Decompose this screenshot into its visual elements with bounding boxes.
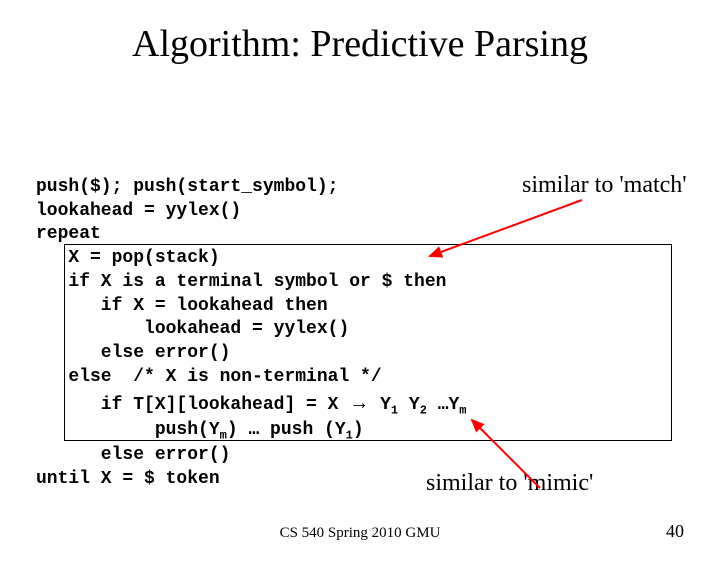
footer-page-number: 40 — [666, 521, 684, 542]
code-line: push($); push(start_symbol); — [36, 177, 338, 197]
highlight-box — [64, 244, 672, 441]
annotation-mimic: similar to 'mimic' — [426, 470, 593, 497]
annotation-match: similar to 'match' — [522, 172, 687, 199]
code-line: else error() — [36, 445, 230, 465]
code-line: lookahead = yylex() — [36, 201, 241, 221]
footer-course: CS 540 Spring 2010 GMU — [280, 525, 441, 542]
code-line: repeat — [36, 224, 101, 244]
code-line: until X = $ token — [36, 469, 220, 489]
page-title: Algorithm: Predictive Parsing — [0, 22, 720, 66]
